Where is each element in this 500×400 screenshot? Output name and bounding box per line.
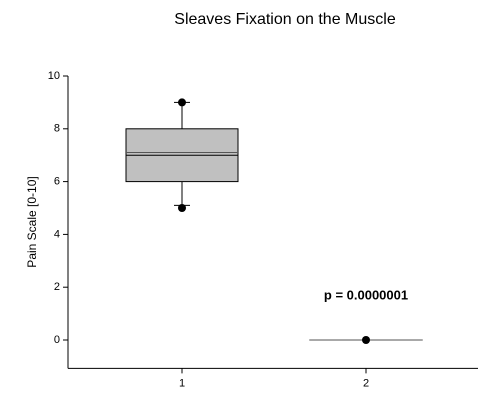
- y-tick-label: 6: [54, 176, 60, 188]
- outlier: [178, 98, 186, 107]
- y-tick-label: 8: [54, 123, 60, 135]
- outlier: [362, 336, 370, 344]
- annotation: p = 0.0000001: [324, 287, 408, 302]
- x-tick-label: 1: [179, 377, 185, 389]
- y-axis-label: Pain Scale [0-10]: [25, 176, 39, 267]
- y-tick-label: 2: [54, 281, 60, 293]
- outlier: [178, 204, 186, 212]
- x-tick-label: 2: [363, 377, 369, 389]
- y-tick-label: 0: [54, 334, 60, 346]
- chart-title: Sleaves Fixation on the Muscle: [174, 11, 396, 28]
- y-tick-label: 10: [48, 70, 60, 82]
- y-tick-label: 4: [54, 228, 60, 240]
